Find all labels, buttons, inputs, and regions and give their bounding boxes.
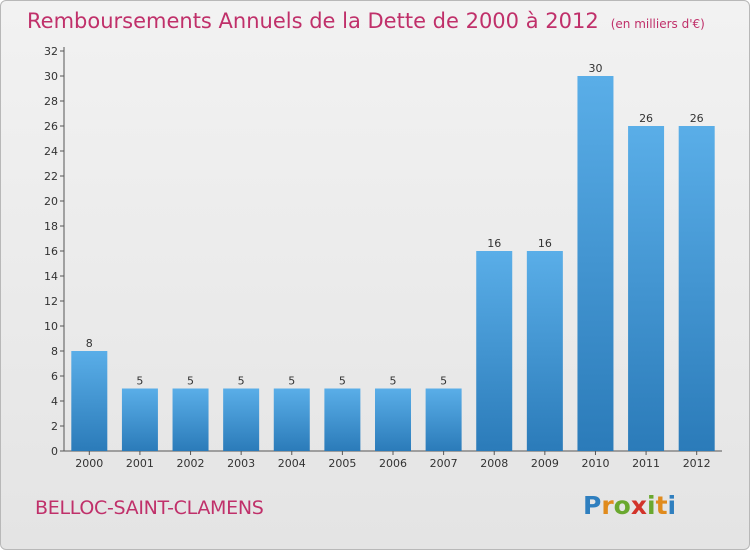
data-label-2001: 5: [136, 375, 143, 388]
bar-2006: [375, 388, 411, 451]
x-tick-label-2004: 2004: [278, 457, 306, 470]
y-tick-label: 32: [44, 45, 58, 58]
x-tick-label-2005: 2005: [328, 457, 356, 470]
y-tick-label: 0: [51, 445, 58, 458]
y-tick-label: 16: [44, 245, 58, 258]
data-label-2002: 5: [187, 375, 194, 388]
bar-2002: [172, 388, 209, 451]
y-tick-label: 30: [44, 70, 58, 83]
x-tick-label-2011: 2011: [632, 457, 660, 470]
y-tick-label: 22: [44, 170, 58, 183]
y-tick-label: 28: [44, 95, 58, 108]
logo-letter: r: [601, 491, 614, 520]
bar-2010: [577, 76, 614, 451]
bar-2000: [71, 351, 108, 451]
y-tick-label: 26: [44, 120, 58, 133]
y-tick-label: 14: [44, 270, 58, 283]
data-label-2009: 16: [538, 237, 552, 250]
bar-2007: [425, 388, 462, 451]
logo-letter: i: [667, 491, 677, 520]
chart-title: Remboursements Annuels de la Dette de 20…: [27, 9, 705, 33]
town-name: BELLOC-SAINT-CLAMENS: [35, 497, 264, 519]
x-tick-label-2001: 2001: [126, 457, 154, 470]
x-tick-label-2002: 2002: [177, 457, 205, 470]
y-tick-label: 6: [51, 370, 58, 383]
x-tick-label-2008: 2008: [480, 457, 508, 470]
data-label-2010: 30: [588, 62, 602, 75]
bar-2001: [121, 388, 158, 451]
title-text: Remboursements Annuels de la Dette de 20…: [27, 9, 599, 33]
logo-letter: P: [583, 491, 602, 520]
logo-letter: i: [647, 491, 656, 520]
data-label-2004: 5: [288, 375, 295, 388]
data-label-2008: 16: [487, 237, 501, 250]
y-tick-label: 18: [44, 220, 58, 233]
y-tick-label: 8: [51, 345, 58, 358]
x-tick-label-2012: 2012: [683, 457, 711, 470]
proxiti-logo: Proxiti: [583, 491, 676, 520]
y-tick-label: 10: [44, 320, 58, 333]
data-label-2003: 5: [238, 375, 245, 388]
x-tick-label-2003: 2003: [227, 457, 255, 470]
data-label-2012: 26: [690, 112, 704, 125]
x-tick-label-2000: 2000: [75, 457, 103, 470]
bar-2004: [273, 388, 310, 451]
bar-2009: [526, 251, 563, 451]
data-label-2005: 5: [339, 375, 346, 388]
data-label-2006: 5: [390, 375, 397, 388]
x-tick-label-2006: 2006: [379, 457, 407, 470]
x-tick-label-2010: 2010: [581, 457, 609, 470]
bar-2008: [476, 251, 513, 451]
y-tick-label: 12: [44, 295, 58, 308]
bar-2005: [324, 388, 361, 451]
y-tick-label: 24: [44, 145, 58, 158]
x-tick-label-2007: 2007: [430, 457, 458, 470]
bar-2003: [223, 388, 260, 451]
x-tick-label-2009: 2009: [531, 457, 559, 470]
logo-letter: o: [613, 491, 631, 520]
logo-letter: t: [655, 491, 668, 520]
chart-subtitle: (en milliers d'€): [610, 17, 705, 31]
data-label-2000: 8: [86, 337, 93, 350]
data-label-2011: 26: [639, 112, 653, 125]
bar-2012: [678, 126, 715, 451]
y-tick-label: 4: [51, 395, 58, 408]
y-tick-label: 20: [44, 195, 58, 208]
y-tick-label: 2: [51, 420, 58, 433]
bar-2011: [628, 126, 665, 451]
logo-letter: x: [630, 491, 647, 520]
data-label-2007: 5: [440, 375, 447, 388]
